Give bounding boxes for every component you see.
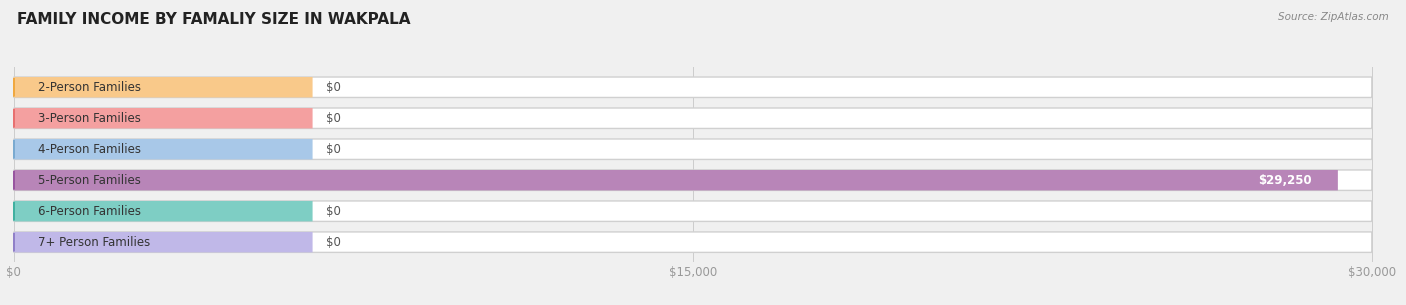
FancyBboxPatch shape — [14, 77, 1372, 98]
FancyBboxPatch shape — [14, 170, 1372, 190]
FancyBboxPatch shape — [14, 77, 312, 98]
Text: 3-Person Families: 3-Person Families — [38, 112, 141, 125]
FancyBboxPatch shape — [14, 232, 312, 252]
Text: 2-Person Families: 2-Person Families — [38, 81, 141, 94]
FancyBboxPatch shape — [14, 201, 1372, 221]
FancyBboxPatch shape — [14, 170, 1339, 190]
FancyBboxPatch shape — [14, 139, 312, 160]
Text: $0: $0 — [326, 236, 342, 249]
Text: $0: $0 — [326, 81, 342, 94]
FancyBboxPatch shape — [14, 108, 1372, 128]
Text: $0: $0 — [326, 143, 342, 156]
FancyBboxPatch shape — [14, 232, 1372, 252]
FancyBboxPatch shape — [14, 139, 1372, 160]
Text: $29,250: $29,250 — [1258, 174, 1312, 187]
Text: FAMILY INCOME BY FAMALIY SIZE IN WAKPALA: FAMILY INCOME BY FAMALIY SIZE IN WAKPALA — [17, 12, 411, 27]
Text: Source: ZipAtlas.com: Source: ZipAtlas.com — [1278, 12, 1389, 22]
Text: $0: $0 — [326, 112, 342, 125]
Text: 7+ Person Families: 7+ Person Families — [38, 236, 150, 249]
FancyBboxPatch shape — [14, 108, 312, 128]
Text: $0: $0 — [326, 205, 342, 218]
Text: 5-Person Families: 5-Person Families — [38, 174, 141, 187]
FancyBboxPatch shape — [14, 201, 312, 221]
Text: 4-Person Families: 4-Person Families — [38, 143, 141, 156]
Text: 6-Person Families: 6-Person Families — [38, 205, 141, 218]
